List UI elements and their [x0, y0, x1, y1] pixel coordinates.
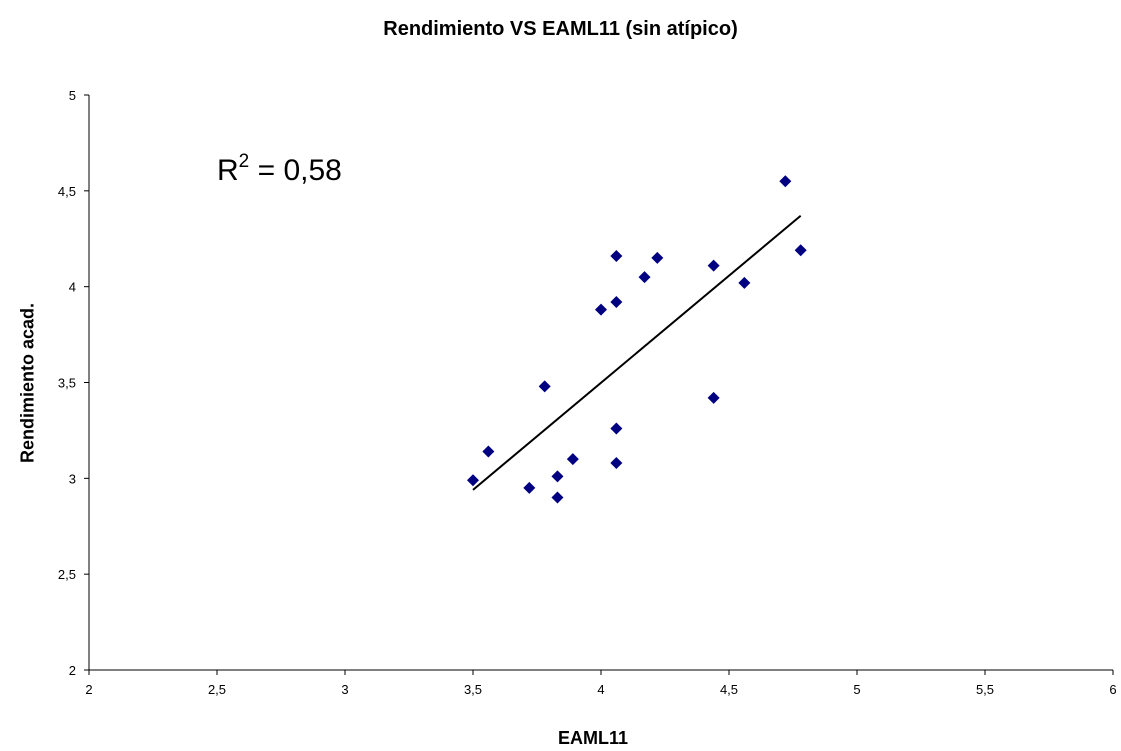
data-point: [610, 422, 623, 435]
x-axis-label: EAML11: [557, 728, 629, 748]
data-point: [779, 175, 792, 188]
y-tick-label: 4,5: [58, 184, 76, 199]
data-point: [738, 276, 751, 289]
data-point: [538, 380, 551, 393]
x-tick-label: 3: [341, 682, 348, 697]
x-tick-label: 3,5: [464, 682, 482, 697]
r2-base: R: [217, 154, 239, 187]
data-point: [482, 445, 495, 458]
y-tick-label: 2,5: [58, 567, 76, 582]
trendline-group: [472, 214, 802, 491]
data-point: [651, 251, 664, 264]
x-tick-label: 4,5: [720, 682, 738, 697]
data-point: [595, 303, 607, 316]
x-tick-label: 2,5: [208, 682, 226, 697]
data-point: [610, 457, 623, 469]
data-point: [551, 470, 564, 483]
y-tick-label: 3: [69, 471, 76, 486]
y-tick-label: 5: [69, 88, 76, 103]
y-tick-label: 2: [69, 663, 76, 678]
ticks: 2 2,5 3 3,5 4 4,5 5 5,5 6 2 2,5 3 3,5 4 4,5 5: [58, 88, 1117, 697]
data-point: [707, 259, 720, 272]
y-tick-label: 4: [69, 280, 76, 295]
x-tick-label: 5: [853, 682, 860, 697]
chart-title: Rendimiento VS EAML11 (sin atípico): [383, 18, 738, 40]
x-tick-label: 6: [1109, 682, 1116, 697]
x-tick-label: 5,5: [976, 682, 994, 697]
data-point: [794, 244, 807, 257]
data-point: [523, 481, 536, 494]
r2-superscript: 2: [238, 151, 250, 172]
r2-value: = 0,58: [249, 154, 342, 187]
data-point: [610, 296, 623, 308]
data-point: [638, 271, 651, 284]
y-tick-label: 3,5: [58, 376, 76, 391]
x-tick-label: 2: [85, 682, 92, 697]
data-point: [551, 491, 564, 504]
data-point: [610, 250, 623, 262]
data-point: [467, 474, 479, 487]
data-point: [566, 453, 579, 466]
x-tick-label: 4: [597, 682, 604, 697]
data-point: [707, 391, 720, 404]
trendline: [472, 214, 802, 491]
data-points: [467, 175, 807, 504]
y-axis-label: Rendimiento acad.: [17, 302, 38, 464]
r-squared-annotation: R2 = 0,58: [217, 151, 342, 188]
